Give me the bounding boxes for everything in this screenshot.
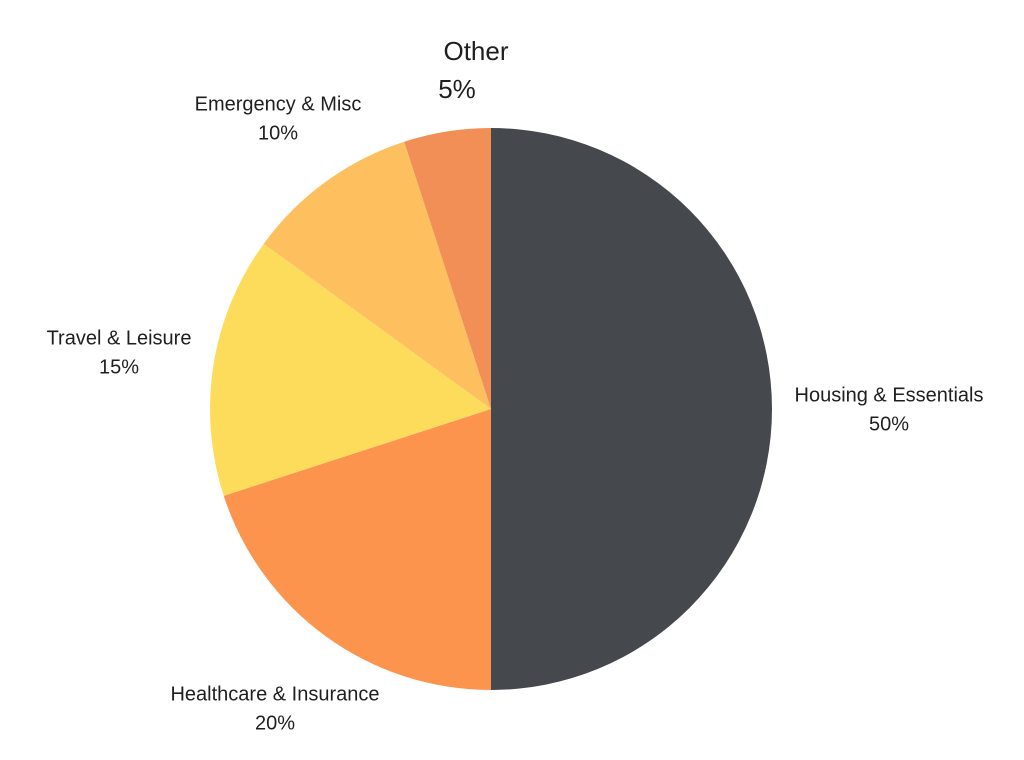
slice-label-other: Other bbox=[443, 36, 508, 66]
slice-label-housing-and-essentials: Housing & Essentials bbox=[795, 384, 984, 406]
slice-label-healthcare-and-insurance: Healthcare & Insurance bbox=[170, 683, 379, 705]
slice-label-travel-and-leisure: Travel & Leisure bbox=[47, 327, 192, 349]
slice-value-other: 5% bbox=[438, 74, 476, 104]
slice-value-travel-and-leisure: 15% bbox=[99, 356, 139, 378]
slice-value-emergency-and-misc: 10% bbox=[258, 122, 298, 144]
slice-value-housing-and-essentials: 50% bbox=[869, 413, 909, 435]
pie-slice-other bbox=[404, 128, 491, 409]
pie-slices bbox=[209, 128, 772, 690]
slice-label-emergency-and-misc: Emergency & Misc bbox=[195, 93, 362, 115]
pie-slice-housing-and-essentials bbox=[491, 128, 772, 690]
pie-slice-travel-and-leisure bbox=[209, 243, 491, 496]
pie-slice-healthcare-and-insurance bbox=[223, 409, 491, 690]
pie-labels: Housing & Essentials 50% Healthcare & Insu… bbox=[47, 36, 984, 734]
slice-value-healthcare-and-insurance: 20% bbox=[255, 712, 295, 734]
pie-slice-emergency-and-misc bbox=[263, 141, 491, 409]
